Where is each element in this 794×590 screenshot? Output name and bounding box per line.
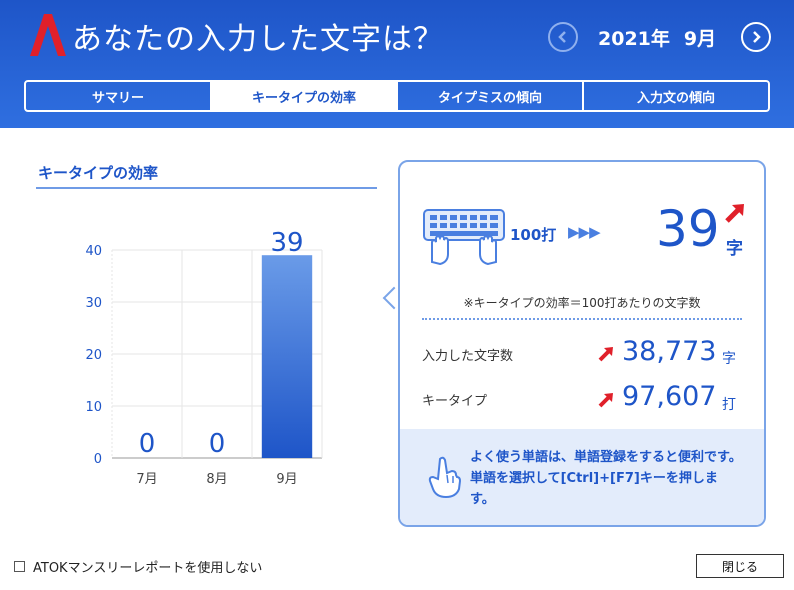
current-date: 2021年 9月 (598, 24, 716, 51)
year-label: 2021年 (598, 28, 670, 50)
keystrokes-unit: 打 (722, 397, 736, 413)
next-month-button[interactable] (741, 22, 771, 52)
trend-up-icon (598, 347, 613, 362)
efficiency-note: ※キータイプの効率＝100打あたりの文字数 (463, 296, 701, 310)
pointing-hand-icon (428, 456, 462, 499)
x-tick-label: 9月 (276, 472, 297, 487)
efficiency-bar-chart: 0 10 20 30 40 0 7月 0 8月 39 9月 (85, 228, 323, 487)
y-tick-label: 10 (85, 400, 102, 415)
y-tick-label: 20 (85, 348, 102, 363)
per-keystroke-label: 100打 (510, 226, 557, 244)
y-tick-label: 0 (94, 452, 102, 467)
efficiency-unit: 字 (726, 239, 743, 259)
tab-typo-trends[interactable]: タイプミスの傾向 (398, 82, 584, 110)
bar-value-label: 0 (139, 429, 156, 459)
month-label: 9月 (683, 28, 717, 50)
x-tick-label: 8月 (206, 472, 227, 487)
report-tabs: サマリー キータイプの効率 タイプミスの傾向 入力文の傾向 (24, 80, 770, 112)
efficiency-value: 39 (656, 200, 720, 258)
header: あなたの入力した文字は？ 2021年 9月 サマリー キータイプの効率 タイプミス… (0, 0, 794, 128)
chevron-right-icon (753, 31, 761, 43)
triple-arrow-icon: ▶▶▶ (568, 223, 601, 241)
dotted-divider (422, 318, 742, 320)
tip-box: よく使う単語は、単語登録をすると便利です。単語を選択して[Ctrl]+[F7]キ… (400, 429, 764, 525)
atok-logo-icon (30, 14, 66, 56)
bar-3 (261, 255, 313, 458)
prev-month-button[interactable] (548, 22, 578, 52)
disable-report-option[interactable]: ATOKマンスリーレポートを使用しない (14, 557, 262, 576)
x-tick-label: 7月 (136, 472, 157, 487)
disable-report-label: ATOKマンスリーレポートを使用しない (33, 561, 263, 576)
section-title: キータイプの効率 (38, 164, 159, 182)
bar-value-label: 39 (270, 228, 303, 258)
detail-panel: 100打 ▶▶▶ 39 字 ※キータイプの効率＝100打あたりの文字数 入力した… (398, 160, 766, 527)
tip-text: よく使う単語は、単語登録をすると便利です。単語を選択して[Ctrl]+[F7]キ… (470, 450, 742, 507)
trend-up-icon (725, 204, 744, 223)
y-tick-label: 30 (85, 296, 102, 311)
tab-input-trends[interactable]: 入力文の傾向 (636, 90, 715, 106)
typed-chars-value: 38,773 (622, 336, 717, 367)
keystrokes-value: 97,607 (622, 381, 717, 412)
close-button[interactable]: 閉じる (696, 554, 784, 578)
typed-chars-label: 入力した文字数 (422, 349, 514, 364)
keystrokes-label: キータイプ (422, 394, 488, 409)
typed-chars-unit: 字 (722, 351, 736, 367)
chevron-left-icon (558, 31, 566, 43)
keyboard-hands-icon (423, 209, 505, 266)
section-divider (36, 187, 377, 189)
disable-report-checkbox[interactable] (14, 561, 25, 572)
tab-summary[interactable]: サマリー (26, 82, 212, 110)
bar-value-label: 0 (209, 429, 226, 459)
y-tick-label: 40 (85, 244, 102, 259)
trend-up-icon (598, 393, 613, 408)
tab-keytype-efficiency[interactable]: キータイプの効率 (212, 82, 398, 110)
page-title: あなたの入力した文字は？ (72, 22, 444, 57)
